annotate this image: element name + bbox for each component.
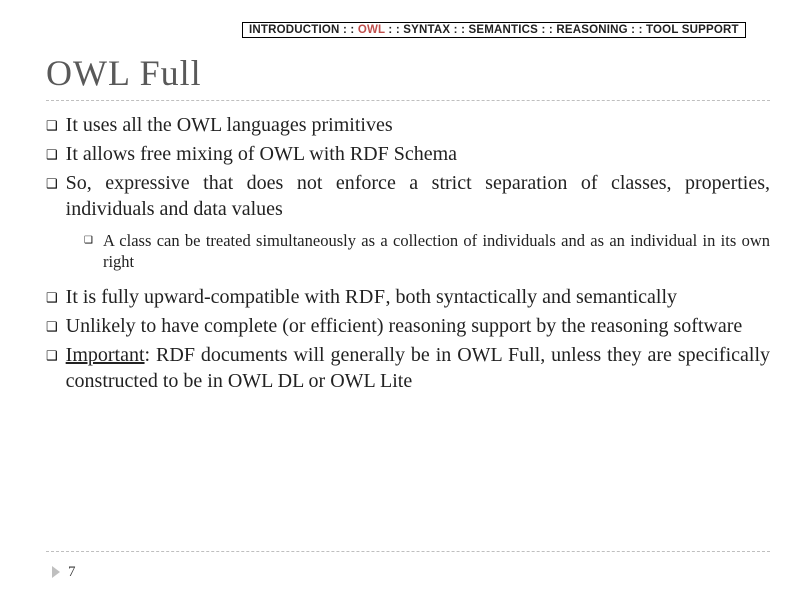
- bullet-item: ❑ It uses all the OWL languages primitiv…: [46, 112, 770, 138]
- slide-content: ❑ It uses all the OWL languages primitiv…: [46, 112, 770, 397]
- bullet-item: ❑ Important: RDF documents will generall…: [46, 342, 770, 394]
- bullet-text: So, expressive that does not enforce a s…: [66, 170, 770, 222]
- bullet-item: ❑ It is fully upward-compatible with RDF…: [46, 284, 770, 310]
- bullet-marker-icon: ❑: [46, 147, 58, 164]
- small-caps: RDF: [345, 286, 385, 308]
- footer-divider: [46, 551, 770, 552]
- breadcrumb-sep: : :: [450, 24, 468, 36]
- breadcrumb-sep: : :: [538, 24, 556, 36]
- bullet-text: It allows free mixing of OWL with RDF Sc…: [66, 141, 770, 167]
- bullet-text: It uses all the OWL languages primitives: [66, 112, 770, 138]
- bullet-marker-icon: ❑: [46, 319, 58, 336]
- page-marker-icon: [52, 566, 60, 578]
- breadcrumb-item: TOOL SUPPORT: [646, 24, 739, 36]
- page-number: 7: [68, 564, 76, 581]
- breadcrumb-item-active: OWL: [358, 24, 385, 36]
- bullet-item: ❑ Unlikely to have complete (or efficien…: [46, 313, 770, 339]
- breadcrumb-item: REASONING: [556, 24, 627, 36]
- bullet-text: Unlikely to have complete (or efficient)…: [66, 313, 770, 339]
- emphasis-underline: Important: [66, 344, 145, 366]
- title-divider: [46, 100, 770, 101]
- breadcrumb-item: SEMANTICS: [469, 24, 539, 36]
- breadcrumb-nav: INTRODUCTION : : OWL : : SYNTAX : : SEMA…: [242, 22, 746, 38]
- bullet-marker-icon: ❑: [46, 118, 58, 135]
- bullet-text: It is fully upward-compatible with RDF, …: [66, 284, 770, 310]
- bullet-marker-icon: ❑: [46, 290, 58, 307]
- breadcrumb-item: INTRODUCTION: [249, 24, 340, 36]
- breadcrumb-sep: : :: [340, 24, 358, 36]
- slide-title: OWL Full: [46, 52, 202, 94]
- sub-bullet-text: A class can be treated simultaneously as…: [103, 230, 770, 272]
- breadcrumb-sep: : :: [628, 24, 646, 36]
- bullet-marker-icon: ❑: [46, 176, 58, 193]
- sub-bullet-item: ❑ A class can be treated simultaneously …: [84, 230, 770, 272]
- bullet-marker-icon: ❑: [84, 235, 93, 248]
- breadcrumb-item: SYNTAX: [403, 24, 450, 36]
- bullet-text: Important: RDF documents will generally …: [66, 342, 770, 394]
- bullet-item: ❑ So, expressive that does not enforce a…: [46, 170, 770, 222]
- bullet-item: ❑ It allows free mixing of OWL with RDF …: [46, 141, 770, 167]
- bullet-marker-icon: ❑: [46, 348, 58, 365]
- breadcrumb-sep: : :: [385, 24, 403, 36]
